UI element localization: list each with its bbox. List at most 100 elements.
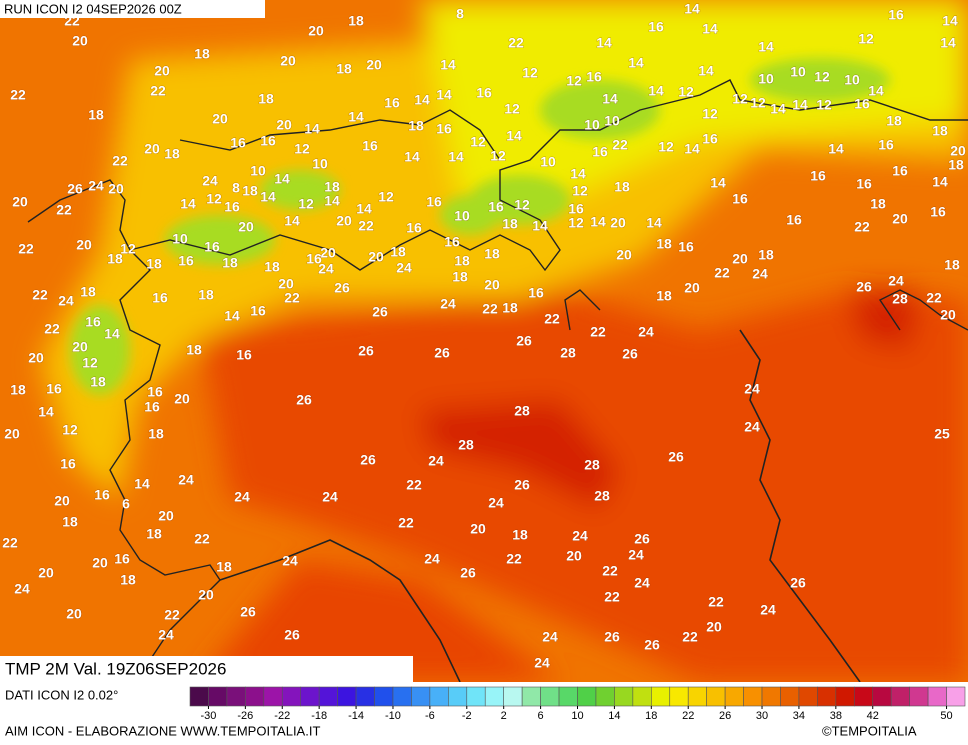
temperature-label: 18 — [222, 255, 238, 271]
temperature-label: 14 — [436, 87, 452, 103]
temperature-label: 16 — [856, 176, 872, 192]
temperature-label: 18 — [870, 196, 886, 212]
temperature-label: 20 — [308, 23, 324, 39]
temperature-label: 24 — [322, 489, 338, 505]
temperature-label: 24 — [282, 553, 298, 569]
temperature-label: 18 — [186, 342, 202, 358]
colorbar-swatch — [798, 686, 818, 707]
temperature-label: 20 — [144, 141, 160, 157]
temperature-label: 18 — [502, 300, 518, 316]
temperature-label: 20 — [92, 555, 108, 571]
temperature-label: 12 — [514, 197, 530, 213]
temperature-label: 14 — [506, 128, 522, 144]
temperature-label: 18 — [148, 426, 164, 442]
temperature-label: 16 — [678, 239, 694, 255]
temperature-label: 26 — [604, 629, 620, 645]
temperature-label: 12 — [566, 73, 582, 89]
temperature-label: 16 — [144, 399, 160, 415]
temperature-label: 14 — [758, 39, 774, 55]
colorbar-swatch — [503, 686, 523, 707]
temperature-label: 8 — [456, 6, 464, 22]
temperature-label: 18 — [194, 46, 210, 62]
colorbar-swatch — [706, 686, 726, 707]
temperature-label: 22 — [612, 137, 628, 153]
temperature-label: 24 — [534, 655, 550, 671]
colorbar-swatch — [484, 686, 504, 707]
colorbar-swatch — [558, 686, 578, 707]
temperature-label: 16 — [444, 234, 460, 250]
temperature-label: 8 — [232, 180, 240, 196]
temperature-label: 24 — [572, 528, 588, 544]
temperature-label: 12 — [206, 191, 222, 207]
temperature-label: 16 — [732, 191, 748, 207]
temperature-label: 26 — [296, 392, 312, 408]
credit-text: AIM ICON - ELABORAZIONE WWW.TEMPOITALIA.… — [5, 723, 320, 738]
temperature-label: 24 — [234, 489, 250, 505]
temperature-label: 20 — [238, 219, 254, 235]
temperature-label: 6 — [122, 496, 130, 512]
temperature-label: 20 — [940, 307, 956, 323]
temperature-label: 14 — [828, 141, 844, 157]
temperature-label: 16 — [224, 199, 240, 215]
colorbar-swatch — [374, 686, 394, 707]
temperature-label: 20 — [28, 350, 44, 366]
colorbar-tick-label: -14 — [348, 710, 364, 722]
colorbar-swatch — [614, 686, 634, 707]
temperature-label: 18 — [80, 284, 96, 300]
colorbar-swatch — [835, 686, 855, 707]
temperature-label: 10 — [604, 113, 620, 129]
temperature-label: 18 — [107, 251, 123, 267]
colorbar-swatch — [208, 686, 228, 707]
colorbar-swatch — [743, 686, 763, 707]
colorbar-swatch — [226, 686, 246, 707]
temperature-label: 24 — [542, 629, 558, 645]
temperature-label: 22 — [18, 241, 34, 257]
temperature-label: 12 — [120, 241, 136, 257]
temperature-label: 18 — [216, 559, 232, 575]
temperature-label: 10 — [758, 71, 774, 87]
temperature-label: 22 — [32, 287, 48, 303]
temperature-label: 14 — [348, 109, 364, 125]
colorbar-swatch — [595, 686, 615, 707]
temperature-label: 16 — [230, 135, 246, 151]
temperature-label: 14 — [590, 214, 606, 230]
temperature-label: 20 — [76, 237, 92, 253]
temperature-label: 14 — [684, 1, 700, 17]
colorbar-swatch — [817, 686, 837, 707]
temperature-label: 22 — [506, 551, 522, 567]
temperature-label: 28 — [594, 488, 610, 504]
colorbar-swatch — [448, 686, 468, 707]
temperature-label: 26 — [634, 531, 650, 547]
temperature-label: 10 — [790, 64, 806, 80]
temperature-label: 16 — [528, 285, 544, 301]
temperature-label: 28 — [584, 457, 600, 473]
temperature-label: 12 — [814, 69, 830, 85]
temperature-label: 10 — [172, 231, 188, 247]
colorbar-swatch — [521, 686, 541, 707]
temperature-label: 20 — [684, 280, 700, 296]
temperature-label: 26 — [372, 304, 388, 320]
temperature-label: 26 — [360, 452, 376, 468]
temperature-label: 16 — [878, 137, 894, 153]
temperature-label: 18 — [484, 246, 500, 262]
temperature-label: 18 — [264, 259, 280, 275]
temperature-label: 24 — [88, 178, 104, 194]
temperature-label: 14 — [134, 476, 150, 492]
temperature-label: 22 — [604, 589, 620, 605]
temperature-label: 16 — [592, 144, 608, 160]
temperature-label: 16 — [488, 199, 504, 215]
temperature-label: 20 — [366, 57, 382, 73]
temperature-label: 18 — [886, 113, 902, 129]
colorbar-swatch — [651, 686, 671, 707]
temperature-label: 22 — [508, 35, 524, 51]
temperature-label: 24 — [638, 324, 654, 340]
temperature-label: 12 — [816, 97, 832, 113]
temperature-label: 18 — [390, 244, 406, 260]
temperature-label: 26 — [240, 604, 256, 620]
temperature-label: 14 — [304, 121, 320, 137]
temperature-label: 20 — [158, 508, 174, 524]
temperature-label: 16 — [702, 131, 718, 147]
colorbar-tick-label: 42 — [867, 710, 879, 722]
temperature-label: 16 — [46, 381, 62, 397]
